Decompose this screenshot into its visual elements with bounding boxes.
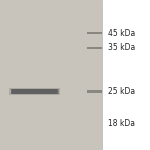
FancyBboxPatch shape	[0, 0, 102, 150]
FancyBboxPatch shape	[87, 90, 102, 93]
FancyBboxPatch shape	[11, 89, 58, 94]
FancyBboxPatch shape	[87, 47, 102, 49]
FancyBboxPatch shape	[87, 32, 102, 34]
Text: 45 kDa: 45 kDa	[108, 28, 135, 38]
FancyBboxPatch shape	[11, 89, 58, 94]
FancyBboxPatch shape	[12, 89, 57, 94]
Text: 35 kDa: 35 kDa	[108, 44, 135, 52]
Text: 25 kDa: 25 kDa	[108, 87, 135, 96]
FancyBboxPatch shape	[9, 88, 60, 95]
Text: 18 kDa: 18 kDa	[108, 118, 135, 127]
